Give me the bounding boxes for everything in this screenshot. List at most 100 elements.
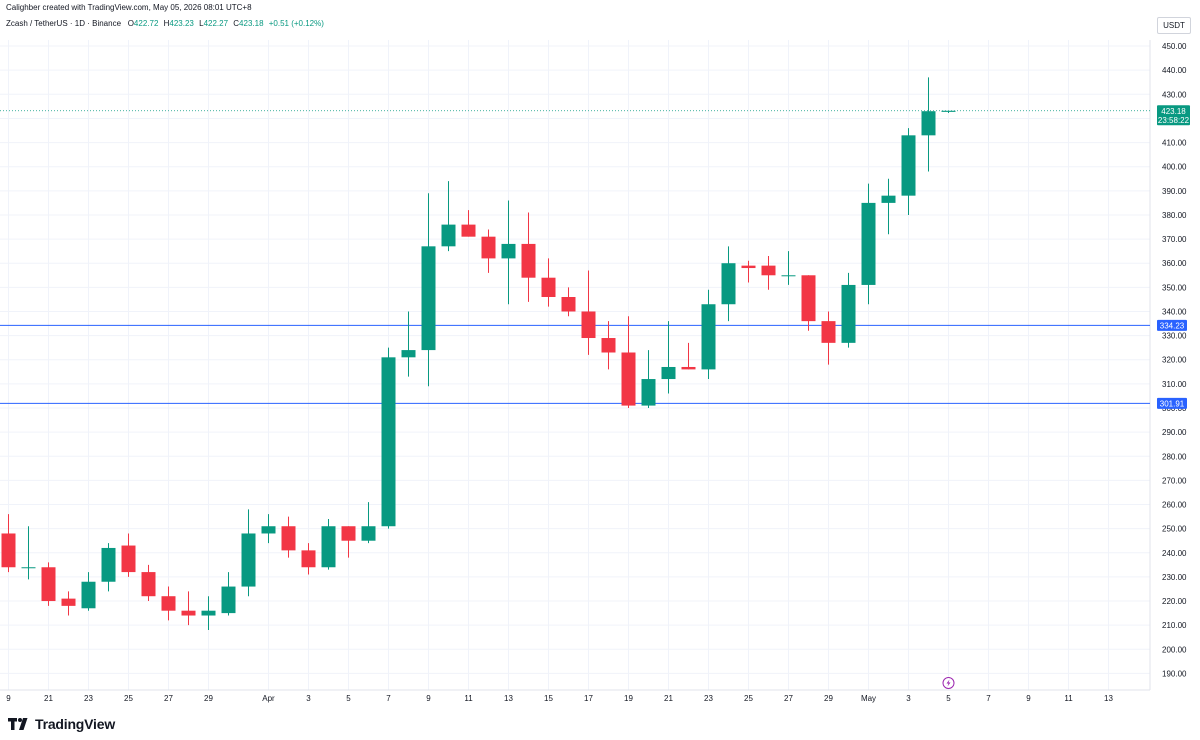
candle-body [181,610,196,616]
horizontal-levels [0,110,1150,404]
y-tick-label: 210.00 [1162,621,1187,630]
candle-body [801,275,816,322]
y-tick-label: 330.00 [1162,332,1187,341]
candle-body [421,246,436,351]
open-value: 422.72 [133,19,159,28]
candles [1,77,956,630]
x-tick-label: 19 [624,694,633,703]
x-tick-label: 13 [1104,694,1113,703]
y-tick-label: 430.00 [1162,90,1187,99]
candle-body [461,224,476,237]
candle-body [481,236,496,259]
candle-body [901,135,916,196]
candle-body [681,366,696,370]
grid-lines [0,40,1150,690]
x-tick-label: 25 [124,694,133,703]
x-tick-label: 11 [1064,694,1073,703]
level-price-label: 334.23 [1160,321,1185,330]
y-tick-label: 310.00 [1162,380,1187,389]
x-tick-label: 9 [426,694,431,703]
y-tick-label: 200.00 [1162,645,1187,654]
candle-body [101,547,116,582]
x-tick-label: 27 [784,694,793,703]
candle-body [161,596,176,611]
tradingview-logo[interactable]: TradingView [8,714,115,734]
y-tick-label: 390.00 [1162,187,1187,196]
y-tick-label: 380.00 [1162,211,1187,220]
y-tick-label: 230.00 [1162,573,1187,582]
x-tick-label: 17 [584,694,593,703]
x-tick-label: Apr [262,694,275,703]
symbol-title[interactable]: Zcash / TetherUS · 1D · Binance [6,19,122,28]
candle-body [1,533,16,568]
credit-line: Calighber created with TradingView.com, … [6,3,252,12]
x-tick-label: 9 [1026,694,1031,703]
level-price-label: 301.91 [1160,399,1185,408]
lightning-glyph [946,679,951,687]
y-tick-label: 440.00 [1162,66,1187,75]
candle-body [81,581,96,609]
y-tick-label: 240.00 [1162,549,1187,558]
x-tick-label: 15 [544,694,553,703]
y-tick-label: 350.00 [1162,283,1187,292]
x-tick-label: 29 [824,694,833,703]
tradingview-logo-icon [8,718,28,730]
candle-body [61,598,76,606]
level-price-badge [1157,319,1187,331]
candle-body [441,224,456,247]
low-label: L [199,19,204,28]
x-tick-label: 27 [164,694,173,703]
x-tick-label: 7 [986,694,991,703]
x-tick-label: 3 [906,694,911,703]
x-tick-label: 7 [386,694,391,703]
candle-body [921,111,936,136]
candle-body [541,277,556,298]
y-tick-label: 400.00 [1162,163,1187,172]
time-axis: 9 21 23 25 27 29 Apr 3 5 7 9 11 13 15 17 19 21 23 25 27 29 Ma… [6,694,1113,703]
y-tick-label: 410.00 [1162,139,1187,148]
close-label: C [233,19,240,28]
close-value: 423.18 [239,19,264,28]
candle-body [341,526,356,541]
y-tick-label: 450.00 [1162,42,1187,51]
y-tick-label: 370.00 [1162,235,1187,244]
low-value: 422.27 [203,19,229,28]
candle-body [301,550,316,568]
candle-body [601,338,616,353]
candle-body [321,526,336,568]
x-tick-label: 13 [504,694,513,703]
y-tick-label: 270.00 [1162,476,1187,485]
candle-body [721,263,736,305]
price-axis: 190.00 200.00 210.00 220.00 230.00 240.00 250.… [1162,42,1187,678]
candle-body [701,304,716,370]
x-tick-label: 3 [306,694,311,703]
x-tick-label: 9 [6,694,11,703]
candle-body [621,352,636,406]
candle-body [141,572,156,597]
candle-body [401,350,416,358]
y-tick-label: 260.00 [1162,501,1187,510]
change-value: +0.51 (+0.12%) [268,19,324,28]
x-tick-label: 21 [44,694,53,703]
y-tick-label: 250.00 [1162,525,1187,534]
candle-body [661,366,676,380]
candle-body [581,311,596,339]
x-tick-label: 29 [204,694,213,703]
y-tick-label: 220.00 [1162,597,1187,606]
x-tick-label: 5 [946,694,951,703]
candle-body [201,610,216,616]
last-price-badge [1157,105,1190,126]
high-label: H [163,19,170,28]
y-tick-label: 280.00 [1162,452,1187,461]
last-price-label: 423.18 [1161,107,1186,116]
candle-body [941,110,956,112]
y-tick-label: 360.00 [1162,259,1187,268]
y-tick-label: 190.00 [1162,669,1187,678]
y-tick-label: 320.00 [1162,356,1187,365]
candle-body [641,379,656,406]
candle-body [841,284,856,343]
symbol-legend: Zcash / TetherUS · 1D · Binance O422.72 … [6,19,324,28]
logo-text: TradingView [35,716,116,732]
currency-button[interactable]: USDT [1157,17,1191,34]
